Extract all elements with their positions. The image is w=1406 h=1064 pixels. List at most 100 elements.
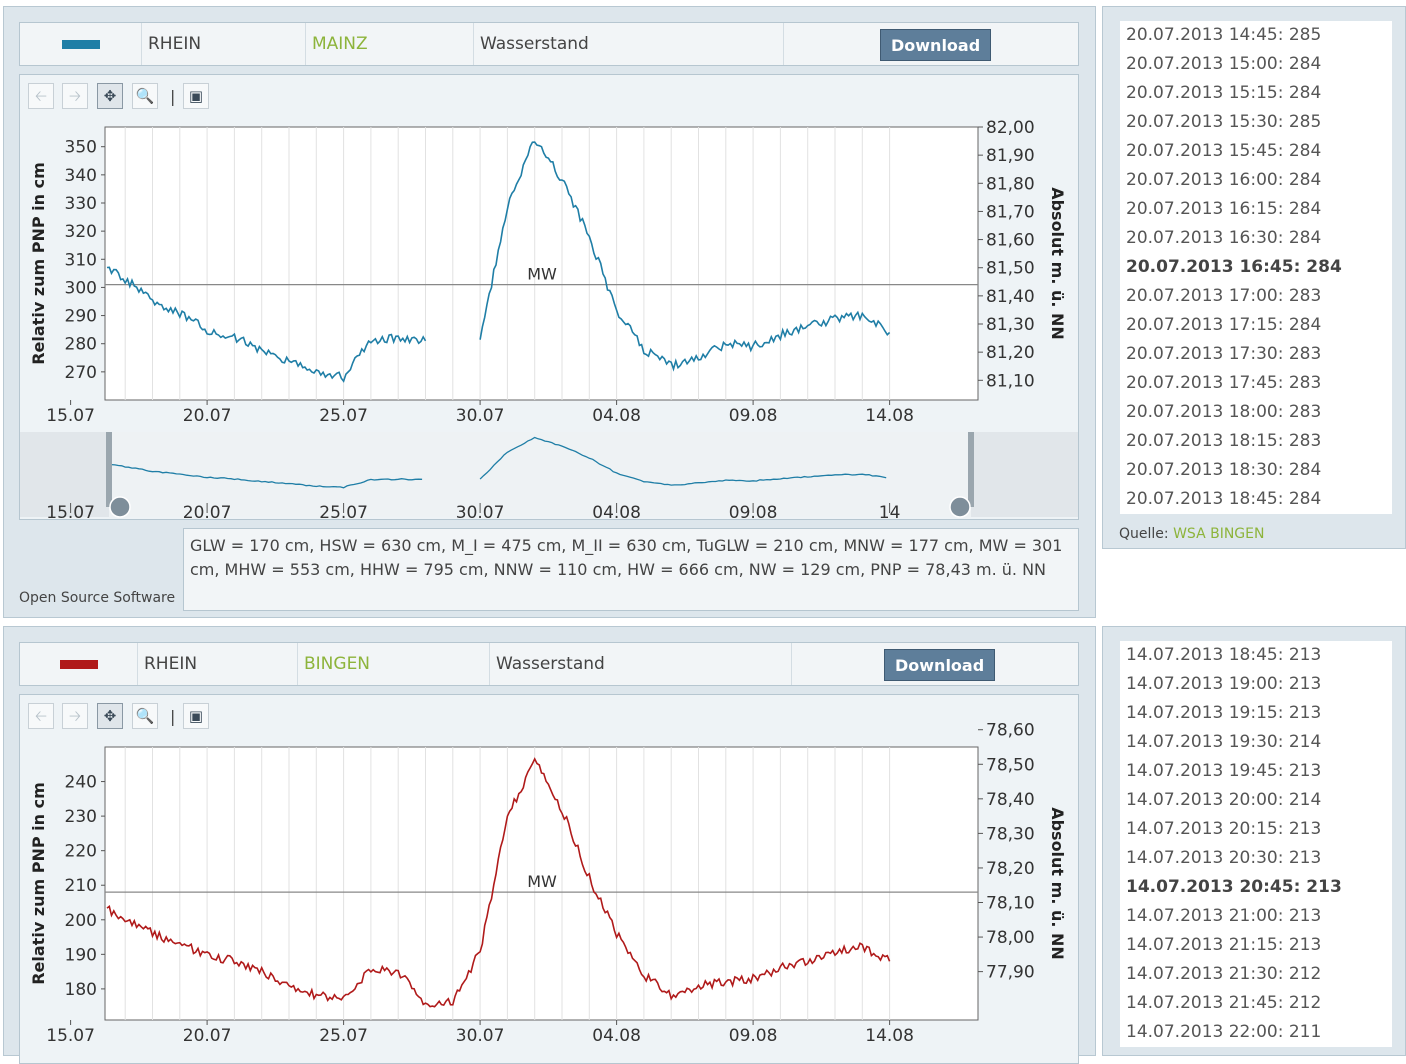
zoom-extent-icon[interactable]: ▣ [183, 703, 209, 729]
source-label: Quelle: [1119, 526, 1169, 542]
values-list[interactable]: 20.07.2013 14:45: 285 20.07.2013 15:00: 2… [1120, 21, 1392, 514]
value-list-item[interactable]: 20.07.2013 18:30: 284 [1126, 460, 1322, 480]
value-list-item[interactable]: 14.07.2013 21:30: 212 [1126, 964, 1322, 984]
plot-area [104, 126, 979, 401]
y2-axis-label: Absolut m. ü. NN [1048, 807, 1067, 960]
value-list-item[interactable]: 20.07.2013 15:15: 284 [1126, 83, 1322, 103]
value-list-item[interactable]: 20.07.2013 16:45: 284 [1126, 257, 1342, 277]
value-list-item[interactable]: 20.07.2013 16:15: 284 [1126, 199, 1322, 219]
value-list-item[interactable]: 14.07.2013 21:00: 213 [1126, 906, 1322, 926]
value-list-item[interactable]: 14.07.2013 19:15: 213 [1126, 703, 1322, 723]
parameter-name: Wasserstand [490, 643, 792, 685]
forward-arrow-icon[interactable]: 🡢 [62, 703, 88, 729]
x-tick-label: 09.08 [729, 1026, 778, 1046]
value-list-item[interactable]: 14.07.2013 20:15: 213 [1126, 819, 1322, 839]
series-color-swatch [60, 660, 98, 669]
y2-axis-label: Absolut m. ü. NN [1048, 187, 1067, 340]
x-tick-label: 25.07 [319, 406, 368, 426]
y2-tick-label: 81,40 [986, 287, 1035, 307]
value-list-item[interactable]: 14.07.2013 18:45: 213 [1126, 645, 1322, 665]
toolbar-separator: | [170, 707, 176, 726]
water-level-chart-mainz[interactable]: 15.07 20.07 25.07 30.07 04.08 09.08 14.08 350 34… [20, 75, 1078, 519]
value-list-item[interactable]: 20.07.2013 15:45: 284 [1126, 141, 1322, 161]
mw-label: MW [527, 265, 557, 284]
zoom-extent-icon[interactable]: ▣ [183, 83, 209, 109]
value-list-item[interactable]: 14.07.2013 20:00: 214 [1126, 790, 1322, 810]
value-list-item[interactable]: 14.07.2013 20:45: 213 [1126, 877, 1342, 897]
value-list-item[interactable]: 14.07.2013 20:30: 213 [1126, 848, 1322, 868]
y2-tick-label: 78,40 [986, 790, 1035, 810]
source-link[interactable]: WSA BINGEN [1173, 526, 1265, 542]
y-tick-label: 340 [65, 166, 97, 186]
overview-tick-label: 15.07 [46, 503, 95, 519]
zoom-icon[interactable]: 🔍 [132, 703, 158, 729]
clock-icon [109, 496, 131, 518]
y-tick-label: 180 [65, 980, 97, 1000]
value-list-item[interactable]: 14.07.2013 19:30: 214 [1126, 732, 1322, 752]
station-name[interactable]: MAINZ [306, 23, 474, 65]
value-list-item[interactable]: 20.07.2013 15:30: 285 [1126, 112, 1322, 132]
values-panel-mainz: 20.07.2013 14:45: 285 20.07.2013 15:00: 2… [1102, 6, 1406, 549]
plot-area [104, 746, 979, 1021]
y-tick-label: 270 [65, 363, 97, 383]
station-name[interactable]: BINGEN [298, 643, 490, 685]
value-list-item[interactable]: 20.07.2013 18:00: 283 [1126, 402, 1322, 422]
mw-label: MW [527, 872, 557, 891]
pan-icon[interactable]: ✥ [97, 83, 123, 109]
water-level-line [106, 757, 891, 1008]
series-color-swatch [62, 40, 100, 49]
overview-line [111, 436, 887, 489]
back-arrow-icon[interactable]: 🡠 [28, 703, 54, 729]
forward-arrow-icon[interactable]: 🡢 [62, 83, 88, 109]
value-list-item[interactable]: 14.07.2013 21:15: 213 [1126, 935, 1322, 955]
value-list-item[interactable]: 14.07.2013 19:00: 213 [1126, 674, 1322, 694]
back-arrow-icon[interactable]: 🡠 [28, 83, 54, 109]
value-list-item[interactable]: 20.07.2013 16:00: 284 [1126, 170, 1322, 190]
y-tick-label: 310 [65, 250, 97, 270]
y2-tick-label: 81,60 [986, 231, 1035, 251]
value-list-item[interactable]: 20.07.2013 18:45: 284 [1126, 489, 1322, 509]
value-list-item[interactable]: 14.07.2013 21:45: 212 [1126, 993, 1322, 1013]
toolbar-separator: | [170, 87, 176, 106]
x-tick-label: 04.08 [592, 1026, 641, 1046]
value-list-item[interactable]: 20.07.2013 18:15: 283 [1126, 431, 1322, 451]
value-list-item[interactable]: 20.07.2013 16:30: 284 [1126, 228, 1322, 248]
y2-tick-label: 78,10 [986, 894, 1035, 914]
parameter-name: Wasserstand [474, 23, 784, 65]
river-name: RHEIN [138, 643, 298, 685]
water-level-chart-bingen[interactable]: 15.07 20.07 25.07 30.07 04.08 09.08 14.08 240 23… [20, 695, 1078, 1055]
overview-tick-label: 14 [879, 503, 901, 519]
value-list-item[interactable]: 20.07.2013 15:00: 284 [1126, 54, 1322, 74]
value-list-item[interactable]: 20.07.2013 17:30: 283 [1126, 344, 1322, 364]
x-tick-label: 20.07 [183, 406, 232, 426]
y2-tick-label: 78,20 [986, 859, 1035, 879]
y-tick-label: 200 [65, 911, 97, 931]
zoom-icon[interactable]: 🔍 [132, 83, 158, 109]
overview-tick-label: 30.07 [456, 503, 505, 519]
value-list-item[interactable]: 20.07.2013 14:45: 285 [1126, 25, 1322, 45]
value-list-item[interactable]: 20.07.2013 17:00: 283 [1126, 286, 1322, 306]
x-tick-label: 20.07 [183, 1026, 232, 1046]
values-list[interactable]: 14.07.2013 18:45: 213 14.07.2013 19:00: 2… [1120, 641, 1392, 1047]
open-source-link[interactable]: Open Source Software [19, 590, 176, 606]
y-tick-label: 190 [65, 945, 97, 965]
value-list-item[interactable]: 14.07.2013 22:00: 211 [1126, 1022, 1322, 1042]
download-button[interactable]: Download [884, 649, 996, 681]
y2-tick-label: 78,50 [986, 755, 1035, 775]
x-tick-label: 30.07 [456, 406, 505, 426]
value-list-item[interactable]: 20.07.2013 17:45: 283 [1126, 373, 1322, 393]
legend-cell [20, 23, 142, 65]
download-button[interactable]: Download [880, 29, 992, 61]
x-tick-label: 14.08 [865, 1026, 914, 1046]
x-tick-label: 14.08 [865, 406, 914, 426]
y2-tick-label: 81,20 [986, 343, 1035, 363]
y2-tick-label: 82,00 [986, 118, 1035, 138]
y-tick-label: 350 [65, 138, 97, 158]
value-list-item[interactable]: 14.07.2013 19:45: 213 [1126, 761, 1322, 781]
y2-tick-label: 81,70 [986, 202, 1035, 222]
pan-icon[interactable]: ✥ [97, 703, 123, 729]
value-list-item[interactable]: 20.07.2013 17:15: 284 [1126, 315, 1322, 335]
overview-handle-left [106, 432, 112, 507]
x-tick-label: 15.07 [46, 1026, 95, 1046]
y-tick-label: 320 [65, 222, 97, 242]
